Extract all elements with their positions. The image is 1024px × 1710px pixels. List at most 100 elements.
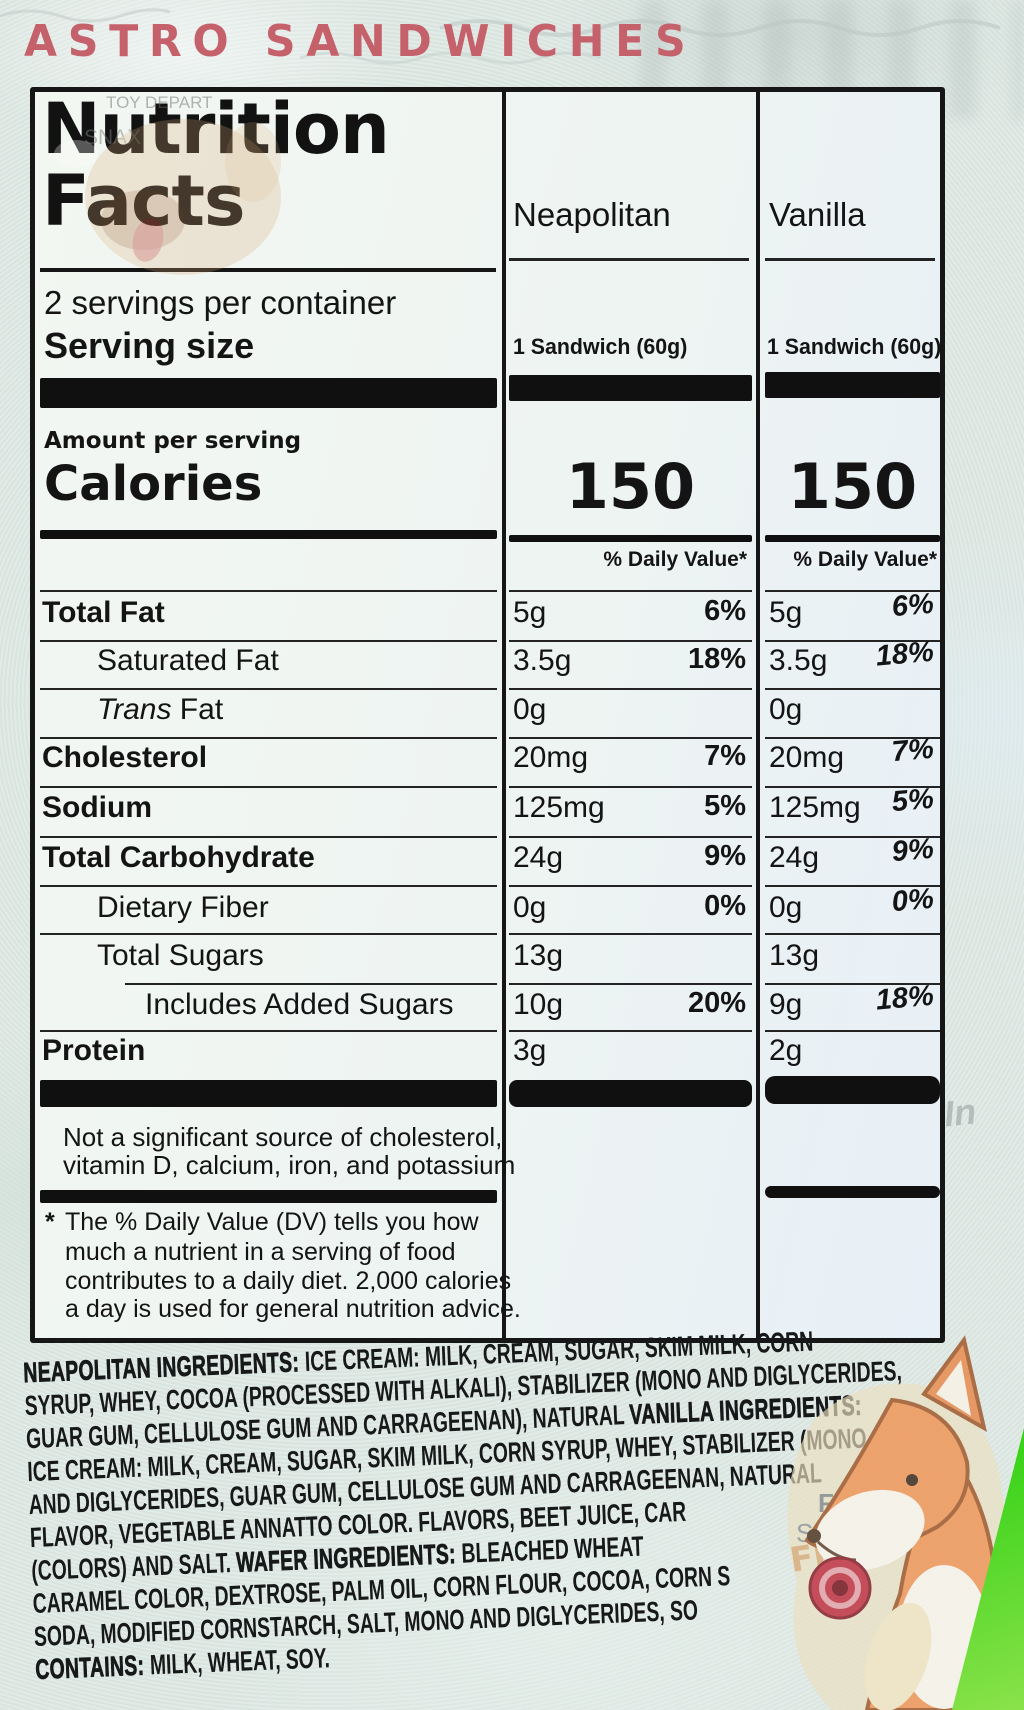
nutrient-amount: 0g [513,891,547,924]
footnote-line2: much a nutrient in a serving of food [65,1238,456,1266]
nutrient-amount: 3g [513,1034,547,1067]
row-separator [509,688,752,690]
row-separator [765,737,940,739]
row-separator [509,836,752,838]
panel-title-line1: Nutrition [42,88,390,170]
daily-value-header-vanilla: % Daily Value* [793,548,937,571]
row-separator [509,1030,752,1032]
nutrient-amount: 2g [769,1034,803,1067]
calories-divider-neapolitan [509,535,752,542]
nutrient-daily-value: 5% [704,790,746,822]
serving-size-vanilla: 1 Sandwich (60g) [767,334,942,359]
row-separator [40,1030,497,1032]
row-separator [40,590,497,592]
nutrient-amount: 13g [769,939,820,972]
row-separator [765,640,940,642]
nutrient-amount: 9g [769,988,803,1021]
nutrient-label: Includes Added Sugars [145,988,454,1021]
nutrient-amount: 0g [513,693,547,726]
row-separator [765,885,940,887]
row-separator [40,786,497,788]
nutrient-amount: 24g [769,841,820,874]
column-header-vanilla: Vanilla [769,196,866,233]
nutrient-label: Sodium [42,791,152,824]
footnote-divider-main [40,1190,497,1203]
serving-size-label: Serving size [44,325,255,366]
servings-per-container: 2 servings per container [44,284,397,321]
protein-bar-vanilla [765,1076,940,1104]
column-header-neapolitan: Neapolitan [513,196,671,233]
nutrient-daily-value: 0% [704,890,746,922]
nutrient-amount: 5g [513,596,547,629]
column-underline-vanilla [765,258,935,261]
nutrient-amount: 5g [769,596,803,629]
daily-value-header-neapolitan: % Daily Value* [603,548,747,571]
not-significant-line2: vitamin D, calcium, iron, and potassium [63,1150,516,1180]
calories-value-vanilla: 150 [787,450,918,523]
column-divider-1 [502,92,506,1338]
nutrient-amount: 20mg [513,741,589,774]
background-print-fragment: In [941,1090,979,1135]
nutrient-amount: 125mg [513,791,605,824]
column-underline-neapolitan [509,258,749,261]
nutrient-daily-value: 7% [704,740,746,772]
nutrient-label-italic-part: Trans [97,693,172,726]
nutrient-amount: 24g [513,841,564,874]
footnote-line3: contributes to a daily diet. 2,000 calor… [65,1267,512,1295]
nutrient-label: Total Carbohydrate [42,841,315,874]
nutrient-label: Cholesterol [42,741,208,774]
row-separator [509,933,752,935]
nutrient-daily-value: 0% [890,882,936,919]
serving-bar-vanilla [765,372,940,398]
row-separator [765,688,940,690]
row-separator [765,786,940,788]
nutrient-label: Dietary Fiber [97,891,269,924]
nutrient-daily-value: 18% [687,643,746,675]
calories-divider-vanilla [765,535,940,542]
row-separator [509,786,752,788]
footnote-asterisk: * [45,1208,55,1236]
nutrient-amount: 3.5g [513,644,572,677]
row-separator [509,737,752,739]
row-separator [40,885,497,887]
nutrient-amount: 125mg [769,791,861,824]
nutrient-label: Total Sugars [97,939,264,972]
title-divider [40,268,496,272]
row-separator [509,983,752,985]
row-separator [765,590,940,592]
row-separator [40,836,497,838]
nutrient-daily-value: 20% [687,987,746,1019]
column-divider-2 [756,92,760,1338]
nutrient-daily-value: 7% [890,732,936,769]
row-separator [765,983,940,985]
nutrient-daily-value: 9% [704,840,746,872]
nutrient-amount: 3.5g [769,644,828,677]
row-separator [509,640,752,642]
nutrient-daily-value: 9% [890,832,936,869]
row-separator [40,933,497,935]
row-separator [765,933,940,935]
ingredients-paragraph: NEAPOLITAN INGREDIENTS: ICE CREAM: MILK,… [22,1318,995,1686]
nutrient-amount: 13g [513,939,564,972]
nutrient-label: Trans Fat [97,693,224,726]
row-separator [765,1030,940,1032]
nutrient-label: Protein [42,1034,146,1067]
row-separator [40,688,497,690]
nutrient-amount: 20mg [769,741,845,774]
nutrient-amount: 10g [513,988,564,1021]
nutrient-label: Saturated Fat [97,644,279,677]
nutrient-amount: 0g [769,693,803,726]
nutrient-daily-value: 6% [890,587,936,624]
calories-divider-main [40,530,497,539]
nutrition-facts-panel: Nutrition Facts 2 servings per container… [30,87,945,1343]
row-separator [40,640,497,642]
protein-bar-main [40,1080,497,1107]
serving-bar-neapolitan [509,375,752,401]
row-separator [509,590,752,592]
footnote-line1: The % Daily Value (DV) tells you how [65,1208,479,1236]
calories-label: Calories [44,456,263,512]
panel-title-line2: Facts [42,160,246,242]
not-significant-line1: Not a significant source of cholesterol, [63,1122,503,1152]
row-separator [40,737,497,739]
